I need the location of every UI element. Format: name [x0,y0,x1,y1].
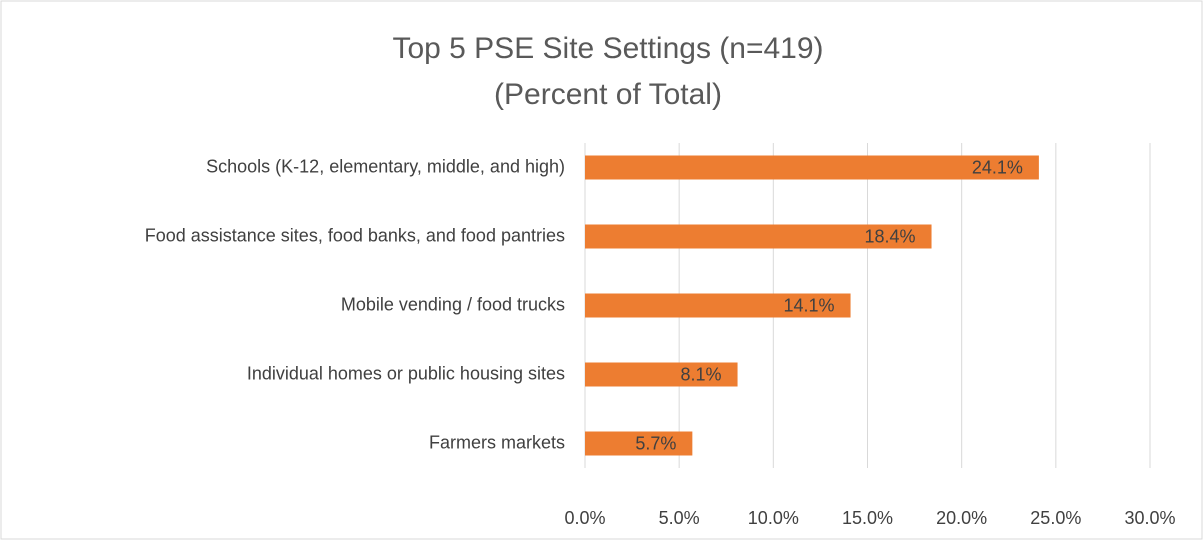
y-tick-label: Mobile vending / food trucks [341,294,565,314]
chart-subtitle: (Percent of Total) [494,78,722,111]
y-tick-label: Individual homes or public housing sites [247,363,565,383]
y-tick-label: Farmers markets [429,432,565,452]
bar [585,362,738,387]
x-tick-label: 0.0% [564,508,605,528]
data-label: 8.1% [681,364,722,384]
data-label: 18.4% [864,226,915,246]
bar [585,293,851,318]
x-tick-label: 15.0% [842,508,893,528]
x-tick-label: 25.0% [1030,508,1081,528]
data-label: 14.1% [784,295,835,315]
bar [585,224,932,249]
x-tick-label: 5.0% [659,508,700,528]
x-tick-label: 10.0% [748,508,799,528]
data-label: 24.1% [972,157,1023,177]
bar [585,431,693,456]
data-label: 5.7% [635,433,676,453]
x-tick-label: 30.0% [1124,508,1175,528]
y-tick-label: Schools (K-12, elementary, middle, and h… [206,156,565,176]
bar [585,155,1039,180]
chart-title: Top 5 PSE Site Settings (n=419) [392,32,823,65]
x-tick-label: 20.0% [936,508,987,528]
y-tick-label: Food assistance sites, food banks, and f… [145,225,565,245]
